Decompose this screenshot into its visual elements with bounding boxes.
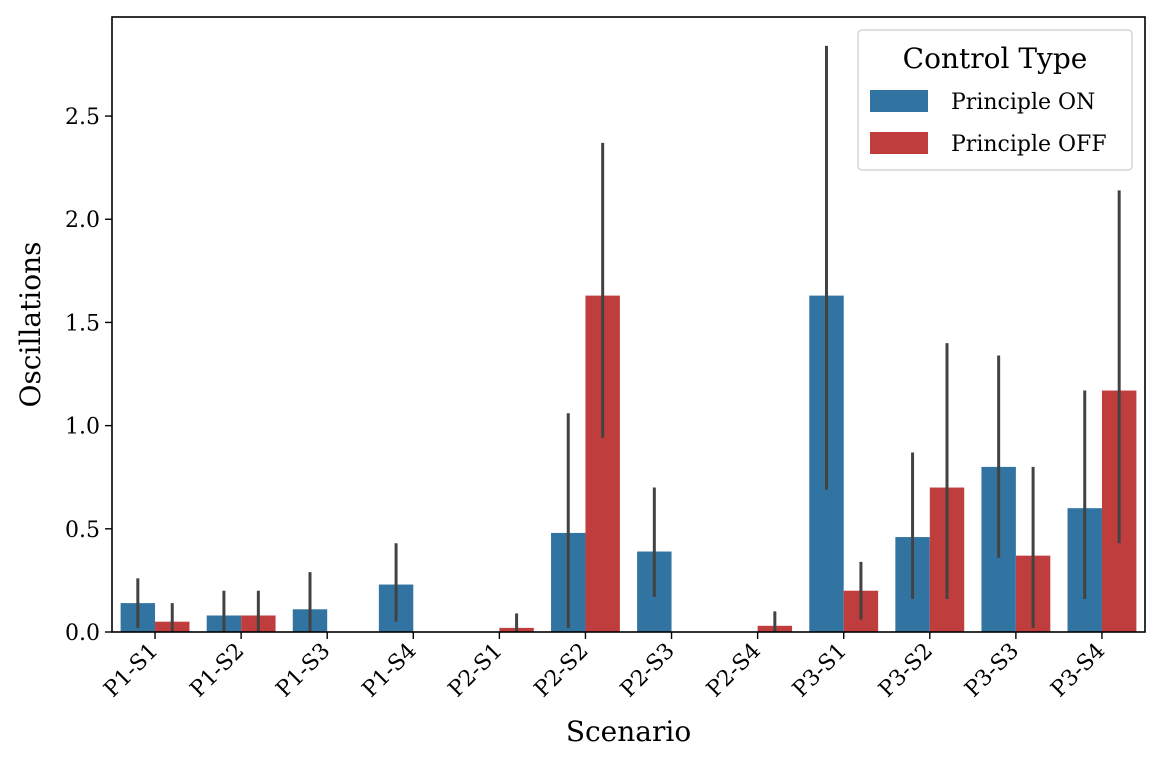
error-bars-layer (136, 45, 1121, 632)
x-tick-label: P1-S2 (186, 639, 250, 703)
x-tick-label: P3-S1 (788, 639, 852, 703)
x-tick-label: P1-S3 (272, 639, 336, 703)
x-tick-label: P2-S2 (530, 639, 594, 703)
x-tick-label: P1-S4 (358, 639, 422, 703)
y-tick-label: 1.0 (65, 415, 100, 440)
x-tick-label: P2-S3 (616, 639, 680, 703)
legend-swatch-principle-off (870, 132, 928, 154)
x-tick-label: P3-S3 (960, 639, 1024, 703)
legend-label-principle-off: Principle OFF (951, 132, 1107, 157)
x-tick-label: P3-S2 (874, 639, 938, 703)
y-tick-label: 1.5 (65, 311, 100, 336)
x-tick-label: P1-S1 (99, 639, 163, 703)
y-tick-label: 2.5 (65, 105, 100, 130)
x-tick-label: P2-S1 (444, 639, 508, 703)
y-tick-label: 2.0 (65, 208, 100, 233)
legend: Control Type Principle ON Principle OFF (857, 29, 1133, 171)
y-axis: 0.0 0.5 1.0 1.5 2.0 2.5 (65, 105, 112, 646)
legend-swatch-principle-on (870, 90, 928, 112)
legend-label-principle-on: Principle ON (951, 90, 1095, 115)
y-tick-label: 0.5 (65, 518, 100, 543)
bars-layer (120, 295, 1137, 632)
x-axis: P1-S1 P1-S2 P1-S3 P1-S4 P2-S1 P2-S2 P2-S3 P2-S4… (99, 632, 1110, 702)
legend-title: Control Type (903, 42, 1088, 75)
x-tick-label: P2-S4 (702, 639, 766, 703)
y-tick-label: 0.0 (65, 621, 100, 646)
plot-frame (111, 16, 1146, 633)
x-tick-label: P3-S4 (1046, 639, 1110, 703)
y-axis-title: Oscillations (14, 241, 47, 407)
x-axis-title: Scenario (566, 715, 691, 748)
